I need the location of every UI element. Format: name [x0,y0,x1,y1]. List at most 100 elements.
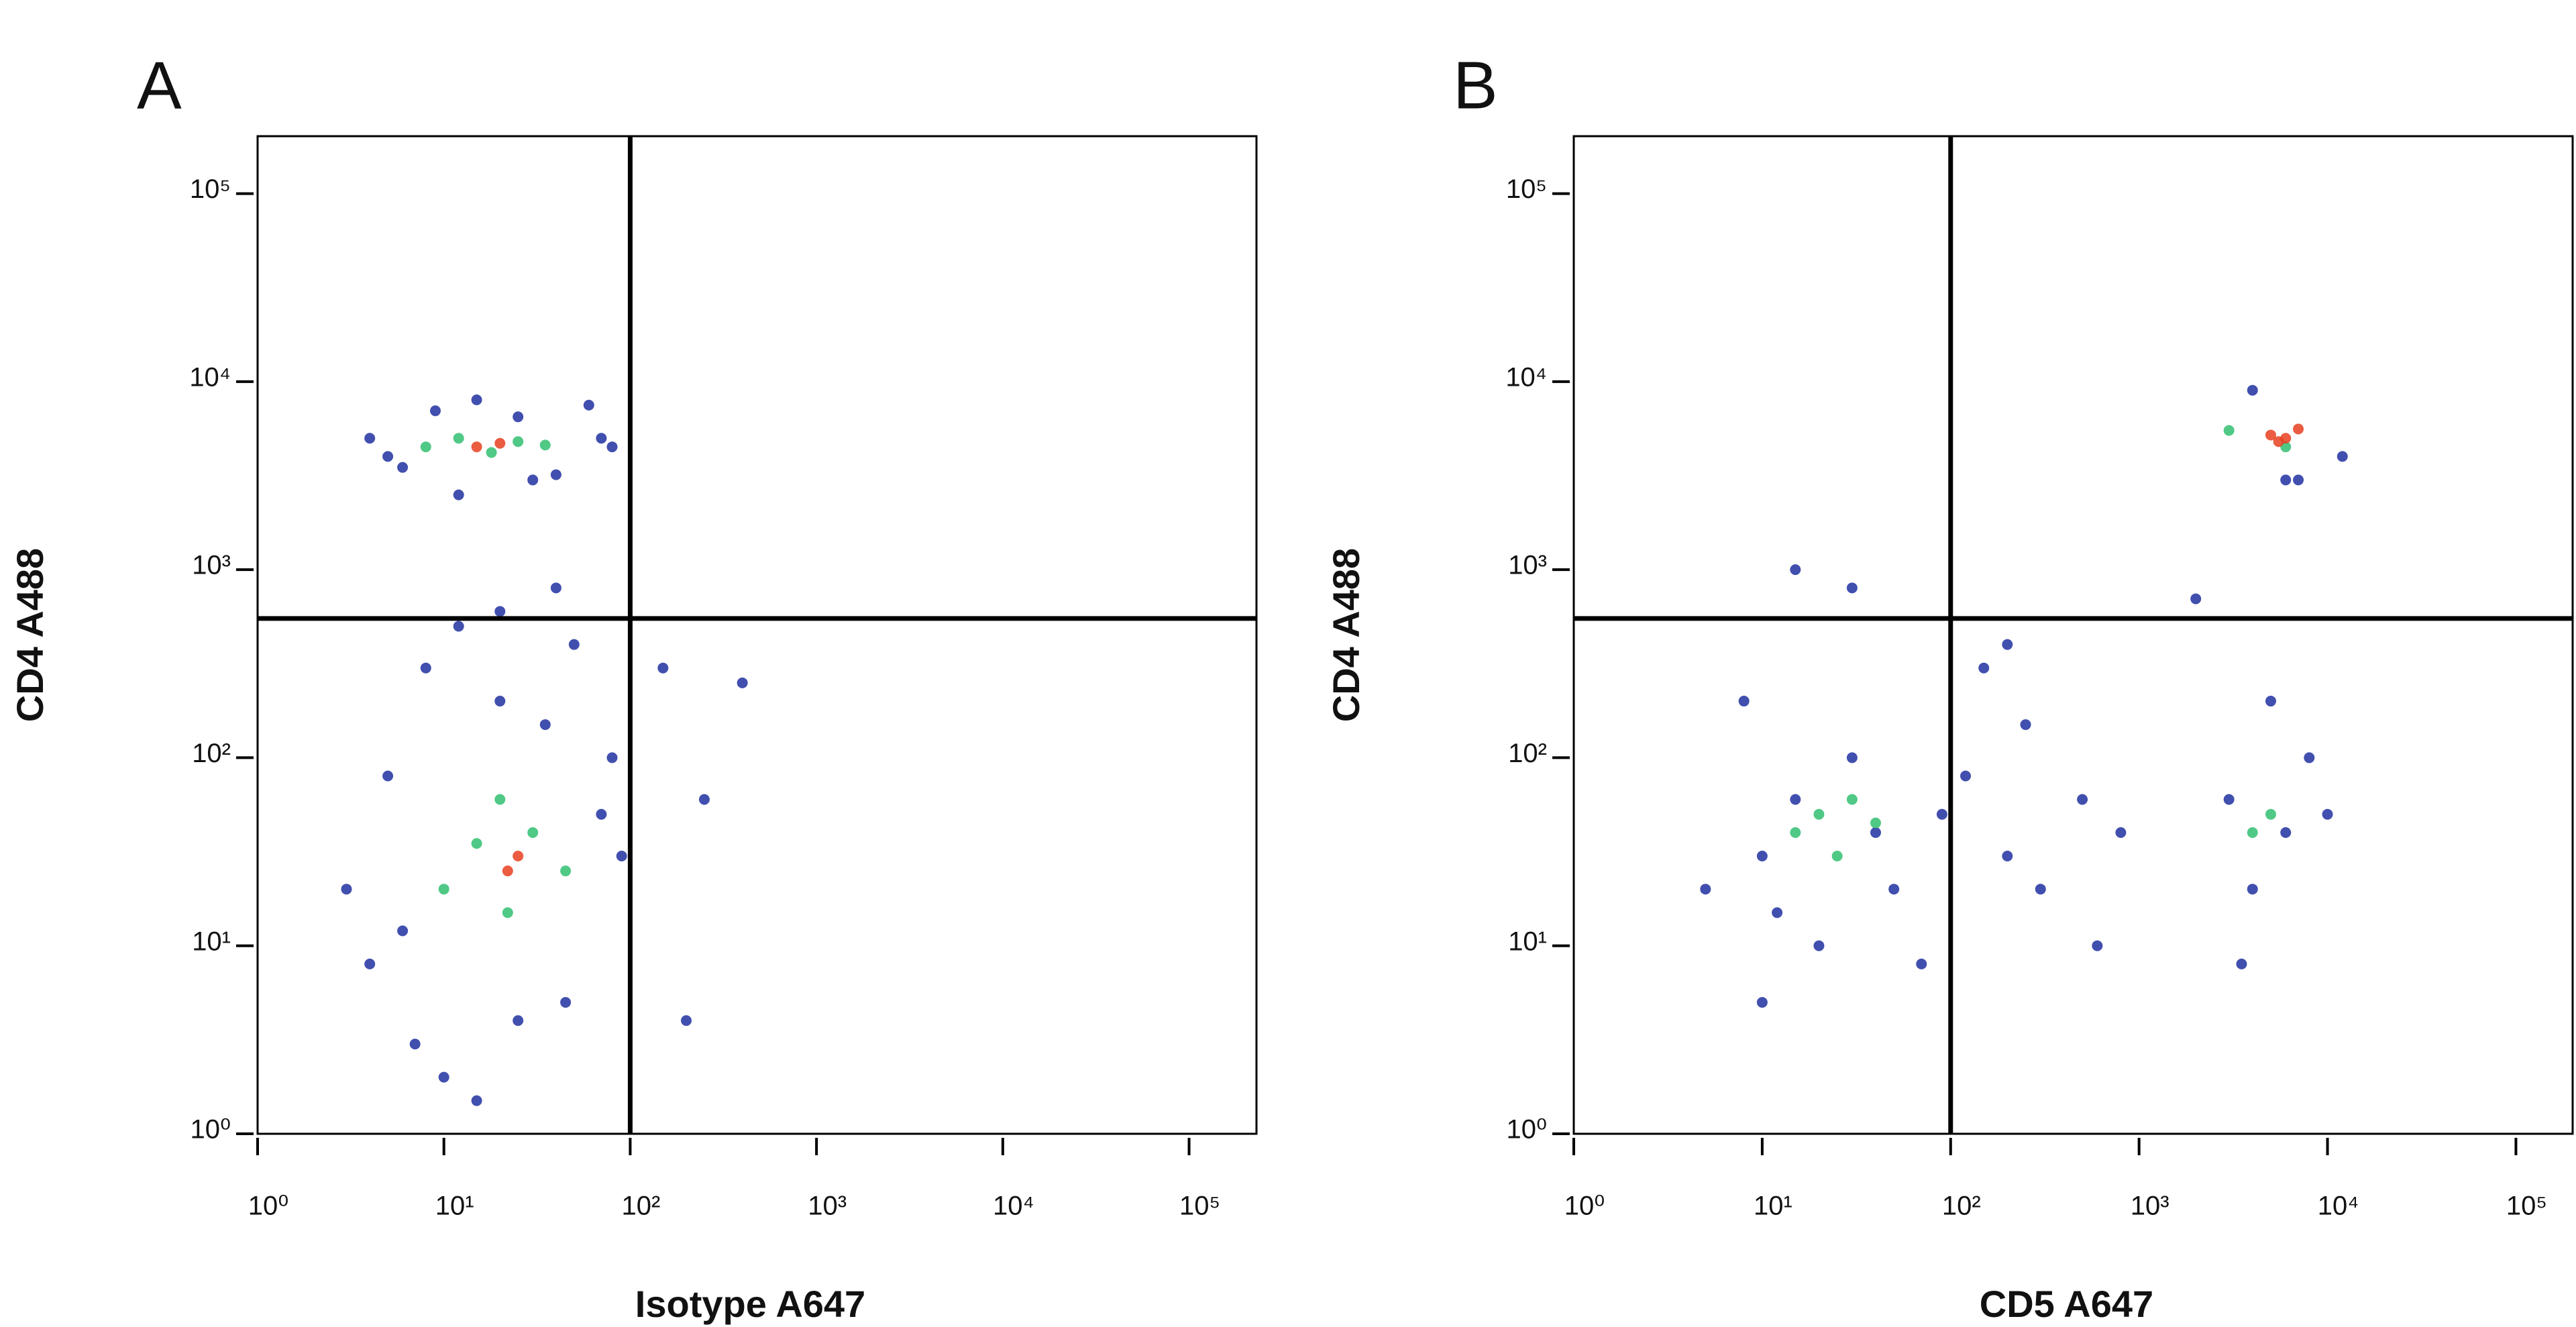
y-tick-label: 10³ [1508,551,1547,580]
panel-label: A [137,48,182,123]
event-dot [430,405,441,417]
event-dot [397,925,409,937]
event-dot [513,436,524,447]
event-dot [2190,593,2202,604]
event-dot [606,441,618,453]
event-dot [1813,940,1825,951]
event-dot [2077,794,2088,805]
event-dot [2247,884,2258,895]
x-tick-label: 10¹ [435,1191,474,1221]
event-dot [471,838,482,849]
y-tick-label: 10⁰ [1506,1115,1547,1145]
event-dot [616,850,627,861]
event-dot [2280,827,2292,838]
event-dot [2293,474,2304,486]
event-dot [1756,850,1768,861]
event-dot [527,474,539,486]
panel-label: B [1453,48,1498,123]
event-dot [513,850,524,861]
event-dot [1936,808,1947,820]
event-dot [550,469,561,480]
event-dot [453,489,464,500]
x-axis-title: Isotype A647 [635,1283,865,1325]
event-dot [2247,384,2258,396]
event-dot [453,433,464,444]
event-dot [502,907,513,918]
y-axis-title: CD4 A488 [9,548,51,722]
event-dot [737,677,748,688]
event-dot [1738,696,1750,707]
y-tick-label: 10¹ [1508,926,1547,956]
x-tick-label: 10⁴ [2318,1191,2359,1221]
y-tick-label: 10³ [192,551,231,580]
event-dot [2236,958,2247,969]
event-dot [397,462,409,473]
event-dot [471,441,482,453]
event-dot [568,639,580,650]
event-dot [438,1071,449,1083]
event-dot [1870,817,1882,829]
event-dot [494,606,506,617]
event-dot [438,884,449,895]
event-dot [560,997,572,1008]
y-tick-label: 10² [1508,739,1547,768]
event-dot [1870,827,1882,838]
event-dot [596,433,607,444]
event-dot [681,1015,692,1026]
event-dot [596,808,607,820]
event-dot [2322,808,2333,820]
x-tick-label: 10¹ [1754,1191,1792,1221]
event-dot [560,865,572,877]
event-dot [2020,719,2031,731]
event-dot [513,411,524,423]
x-tick-label: 10³ [808,1191,847,1221]
event-dot [2265,696,2276,707]
event-dot [502,865,513,877]
event-dot [471,1095,482,1106]
event-dot [1846,794,1858,805]
event-dot [2304,752,2315,763]
event-dot [2223,794,2235,805]
event-dot [1846,582,1858,594]
y-tick-label: 10⁴ [189,362,231,392]
y-tick-label: 10⁵ [1506,174,1547,204]
event-dot [420,441,431,453]
event-dot [2035,884,2046,895]
y-tick-label: 10⁰ [190,1115,231,1145]
event-dot [2092,940,2103,951]
event-dot [1790,794,1801,805]
x-tick-label: 10⁰ [248,1191,289,1221]
event-dot [1790,827,1801,838]
event-dot [2280,474,2292,486]
event-dot [1960,770,1972,782]
event-dot [486,447,497,458]
y-tick-label: 10² [192,739,231,768]
event-dot [606,752,618,763]
event-dot [364,433,376,444]
event-dot [698,794,710,805]
x-tick-label: 10⁵ [2506,1191,2547,1221]
y-tick-label: 10⁴ [1505,362,1547,392]
event-dot [1831,850,1843,861]
event-dot [494,696,506,707]
event-dot [550,582,561,594]
x-tick-label: 10⁰ [1564,1191,1605,1221]
event-dot [657,662,669,674]
plot-frame [256,135,1258,1135]
event-dot [2337,451,2348,462]
event-dot [527,827,539,838]
event-dot [471,394,482,406]
event-dot [2247,827,2258,838]
event-dot [2223,425,2235,436]
event-dot [1700,884,1711,895]
event-dot [382,451,394,462]
plot-frame [1572,135,2574,1135]
event-dot [409,1039,421,1050]
event-dot [2002,850,2013,861]
x-tick-label: 10³ [2131,1191,2169,1221]
event-dot [494,437,506,449]
y-tick-label: 10⁵ [190,174,231,204]
event-dot [382,770,394,782]
